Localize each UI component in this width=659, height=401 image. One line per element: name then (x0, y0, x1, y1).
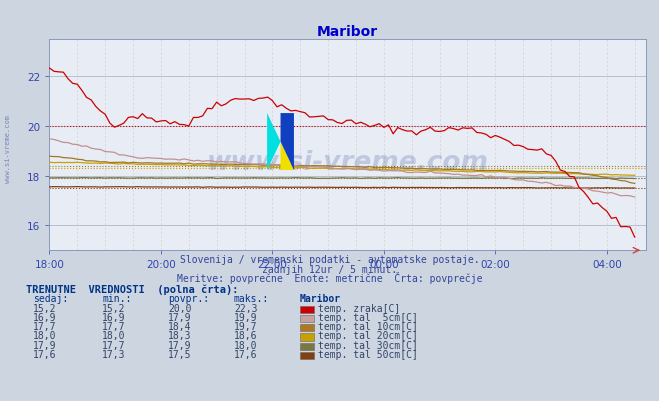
Text: 18,0: 18,0 (102, 330, 126, 340)
Text: temp. tal 10cm[C]: temp. tal 10cm[C] (318, 321, 418, 331)
Text: 17,3: 17,3 (102, 349, 126, 359)
Text: 17,9: 17,9 (33, 340, 57, 350)
Text: maks.:: maks.: (234, 294, 269, 304)
Text: 17,5: 17,5 (168, 349, 192, 359)
Text: 18,0: 18,0 (234, 340, 258, 350)
Text: 17,6: 17,6 (33, 349, 57, 359)
Title: Maribor: Maribor (317, 25, 378, 39)
Text: temp. tal  5cm[C]: temp. tal 5cm[C] (318, 312, 418, 322)
Text: 16,9: 16,9 (102, 312, 126, 322)
Polygon shape (281, 114, 294, 171)
Text: povpr.:: povpr.: (168, 294, 209, 304)
Text: TRENUTNE  VREDNOSTI  (polna črta):: TRENUTNE VREDNOSTI (polna črta): (26, 284, 239, 294)
Text: 18,0: 18,0 (33, 330, 57, 340)
Polygon shape (281, 142, 294, 171)
Text: www.si-vreme.com: www.si-vreme.com (5, 114, 11, 182)
Text: www.si-vreme.com: www.si-vreme.com (207, 149, 488, 175)
Text: 17,6: 17,6 (234, 349, 258, 359)
Polygon shape (267, 114, 281, 171)
Text: 17,9: 17,9 (168, 340, 192, 350)
Text: min.:: min.: (102, 294, 132, 304)
Text: zadnjih 12ur / 5 minut.: zadnjih 12ur / 5 minut. (262, 264, 397, 274)
Text: 16,9: 16,9 (33, 312, 57, 322)
Text: 18,3: 18,3 (168, 330, 192, 340)
Text: 18,4: 18,4 (168, 321, 192, 331)
Text: temp. tal 50cm[C]: temp. tal 50cm[C] (318, 349, 418, 359)
Text: temp. tal 30cm[C]: temp. tal 30cm[C] (318, 340, 418, 350)
Text: 17,9: 17,9 (168, 312, 192, 322)
Text: Maribor: Maribor (300, 294, 341, 304)
Text: 15,2: 15,2 (33, 303, 57, 313)
Text: 17,7: 17,7 (102, 340, 126, 350)
Text: 22,3: 22,3 (234, 303, 258, 313)
Text: 17,7: 17,7 (33, 321, 57, 331)
Text: 18,6: 18,6 (234, 330, 258, 340)
Text: 19,9: 19,9 (234, 312, 258, 322)
Text: 15,2: 15,2 (102, 303, 126, 313)
Text: 17,7: 17,7 (102, 321, 126, 331)
Text: 20,0: 20,0 (168, 303, 192, 313)
Text: temp. zraka[C]: temp. zraka[C] (318, 303, 401, 313)
Text: Slovenija / vremenski podatki - avtomatske postaje.: Slovenija / vremenski podatki - avtomats… (180, 255, 479, 265)
Text: sedaj:: sedaj: (33, 294, 68, 304)
Text: temp. tal 20cm[C]: temp. tal 20cm[C] (318, 330, 418, 340)
Text: 19,7: 19,7 (234, 321, 258, 331)
Text: Meritve: povprečne  Enote: metrične  Črta: povprečje: Meritve: povprečne Enote: metrične Črta:… (177, 271, 482, 283)
